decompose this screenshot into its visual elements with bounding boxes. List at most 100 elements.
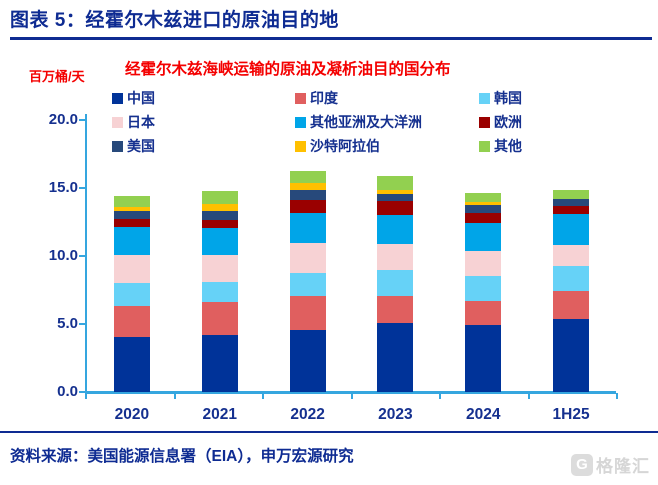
bar-segment [201, 204, 238, 212]
bar-segment [377, 269, 414, 297]
x-tick [527, 393, 530, 399]
bar-segment [553, 213, 590, 246]
bar-segment [289, 171, 326, 183]
x-tick-label: 1H25 [552, 406, 590, 423]
bar-segment [465, 223, 502, 252]
bar-segment [201, 228, 238, 256]
legend-item-label: 其他亚洲及大洋洲 [310, 114, 422, 130]
bar-column [465, 120, 502, 392]
x-tick [262, 393, 264, 399]
legend-item-label: 欧洲 [494, 114, 522, 130]
title-underline-divider [10, 37, 652, 40]
bar-segment [465, 300, 502, 326]
bar-segment [289, 213, 326, 244]
legend-item-label: 韩国 [494, 90, 522, 106]
y-tick [79, 391, 85, 393]
x-tick-label: 2020 [114, 406, 150, 423]
page-title: 图表 5：经霍尔木兹进口的原油目的地 [10, 10, 339, 31]
bar-segment [377, 194, 414, 202]
bar-segment [465, 325, 502, 392]
bar-segment [113, 306, 150, 337]
legend-swatch-icon [112, 116, 123, 128]
x-tick [173, 393, 176, 399]
bar-segment [465, 192, 502, 202]
bar-segment [377, 201, 414, 215]
bar-segment [289, 330, 326, 392]
bar-segment [553, 291, 590, 320]
chart-title: 经霍尔木兹海峡运输的原油及凝析油目的国分布 [125, 61, 451, 78]
legend-swatch-icon [479, 116, 490, 128]
y-tick-label: 10.0 [48, 247, 78, 264]
bar-segment [113, 336, 150, 392]
legend-item: 其他亚洲及大洋洲 [295, 110, 479, 134]
legend-item-label: 其他 [494, 138, 522, 154]
bar-segment [465, 251, 502, 276]
bar-segment [289, 243, 326, 274]
x-tick-label: 2023 [378, 406, 413, 423]
bar-segment [553, 319, 590, 392]
bar-segment [465, 275, 502, 301]
y-tick-label: 0.0 [57, 383, 78, 400]
bar-segment [201, 211, 238, 221]
legend-item: 其他 [479, 134, 599, 158]
bar-column [377, 120, 414, 392]
legend-item: 中国 [112, 86, 295, 110]
bar-segment [377, 214, 414, 244]
logo-g-icon: G [571, 453, 593, 476]
x-tick [350, 393, 353, 399]
bar-segment [113, 219, 150, 228]
y-tick [79, 323, 85, 325]
bar-segment [113, 227, 150, 255]
bar-segment [113, 206, 150, 212]
bar-segment [289, 296, 326, 331]
legend-item: 印度 [295, 86, 479, 110]
bar-segment [201, 281, 238, 303]
gelonghui-logo: G 格隆汇 [571, 452, 650, 477]
x-tick-label: 2021 [202, 406, 237, 423]
bar-segment [113, 196, 150, 207]
bar-column [289, 120, 326, 392]
y-axis-line [85, 114, 87, 398]
bar-segment [553, 198, 590, 207]
bar-segment [553, 266, 590, 292]
bar-segment [377, 190, 414, 195]
y-tick-label: 15.0 [48, 179, 78, 196]
x-tick-label: 2024 [466, 406, 501, 423]
bar-segment [201, 302, 238, 335]
legend-item-label: 印度 [310, 90, 338, 106]
bar-segment [553, 245, 590, 267]
bar-column [553, 120, 590, 392]
x-tick [439, 393, 441, 399]
y-tick-label: 5.0 [57, 315, 78, 332]
x-axis-line [85, 391, 616, 394]
chart-legend: 中国 印度 韩国日本 其他亚洲及大洋洲 欧洲美国 沙特阿拉伯 其他 [112, 86, 599, 158]
y-tick-label: 20.0 [48, 111, 78, 128]
legend-item-label: 美国 [127, 138, 155, 154]
logo-text: 格隆汇 [596, 457, 650, 476]
bar-segment [201, 255, 238, 282]
bar-segment [553, 189, 590, 199]
bar-segment [113, 254, 150, 283]
bar-segment [553, 206, 590, 214]
legend-swatch-icon [295, 140, 306, 152]
x-tick [85, 393, 87, 399]
y-tick [79, 119, 85, 121]
bar-segment [201, 220, 238, 229]
bar-segment [377, 322, 414, 392]
bar-segment [377, 243, 414, 270]
legend-item: 韩国 [479, 86, 599, 110]
bar-segment [113, 282, 150, 307]
bar-column [201, 120, 238, 392]
bar-segment [465, 201, 502, 205]
legend-swatch-icon [295, 92, 306, 104]
source-text: 资料来源：美国能源信息署（EIA），申万宏源研究 [10, 448, 354, 465]
legend-swatch-icon [479, 92, 490, 104]
legend-item: 欧洲 [479, 110, 599, 134]
bar-segment [465, 204, 502, 214]
y-tick [79, 187, 85, 189]
legend-item: 沙特阿拉伯 [295, 134, 479, 158]
bar-segment [377, 175, 414, 191]
legend-swatch-icon [479, 140, 490, 152]
legend-item: 日本 [112, 110, 295, 134]
